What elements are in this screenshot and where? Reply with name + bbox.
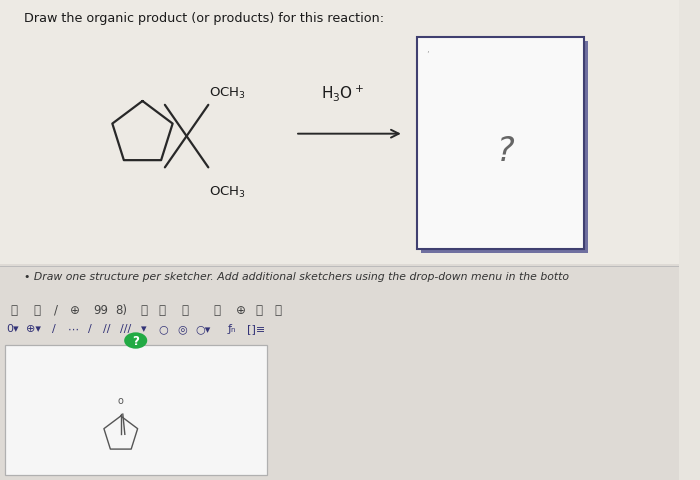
Bar [417, 38, 584, 250]
Text: ○: ○ [158, 324, 168, 334]
Text: ⊕▾: ⊕▾ [27, 324, 41, 334]
Bar [0, 264, 678, 480]
Text: 99: 99 [93, 303, 108, 316]
Text: OCH$_3$: OCH$_3$ [209, 86, 246, 101]
Text: []≡: []≡ [247, 324, 265, 334]
Text: ’: ’ [426, 50, 429, 60]
Bar [0, 0, 678, 264]
Text: 🏠: 🏠 [33, 303, 40, 316]
Text: Draw the organic product (or products) for this reaction:: Draw the organic product (or products) f… [24, 12, 384, 25]
Text: 🖐: 🖐 [10, 303, 17, 316]
Text: 🔗: 🔗 [181, 303, 188, 316]
Text: ƒₙ: ƒₙ [228, 324, 237, 334]
Text: ?: ? [496, 135, 514, 168]
Text: H$_3$O$^+$: H$_3$O$^+$ [321, 83, 364, 103]
Bar [6, 346, 267, 475]
Text: 8): 8) [115, 303, 127, 316]
Text: ///: /// [120, 324, 131, 334]
Text: 👤: 👤 [158, 303, 165, 316]
Text: ⊕: ⊕ [70, 303, 80, 316]
Text: 0▾: 0▾ [6, 324, 18, 334]
Text: ▾: ▾ [141, 324, 147, 334]
Text: ?: ? [132, 334, 139, 348]
Circle shape [124, 333, 147, 349]
Text: 🔍: 🔍 [256, 303, 262, 316]
Text: ◎: ◎ [177, 324, 187, 334]
Text: /: / [52, 324, 56, 334]
Text: • Draw one structure per sketcher. Add additional sketchers using the drop-down : • Draw one structure per sketcher. Add a… [24, 271, 568, 281]
Text: /: / [55, 303, 58, 316]
Text: 📋: 📋 [214, 303, 220, 316]
Text: ⋯: ⋯ [68, 324, 79, 334]
Bar [421, 42, 587, 253]
Text: ⊕: ⊕ [236, 303, 246, 316]
Text: /: / [88, 324, 92, 334]
Text: 👤: 👤 [140, 303, 147, 316]
Text: ○▾: ○▾ [196, 324, 211, 334]
Text: OCH$_3$: OCH$_3$ [209, 185, 246, 200]
Text: o: o [118, 396, 124, 406]
Text: 🔤: 🔤 [274, 303, 281, 316]
Text: //: // [104, 324, 111, 334]
